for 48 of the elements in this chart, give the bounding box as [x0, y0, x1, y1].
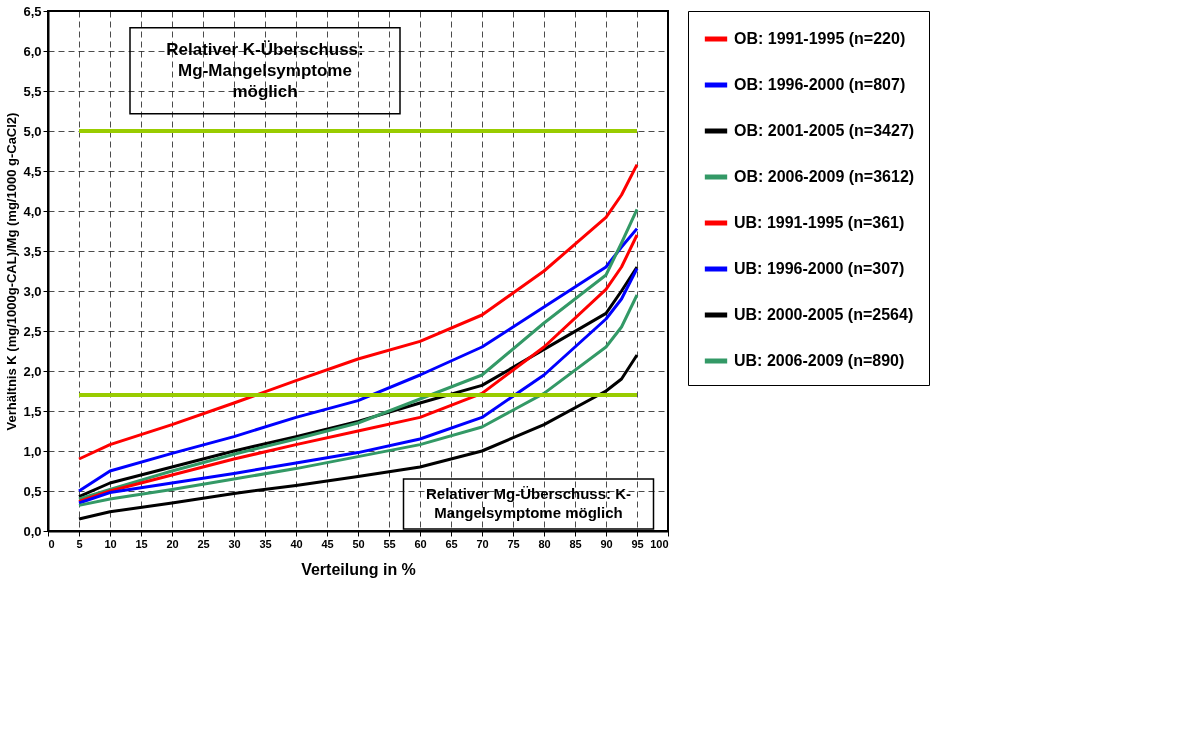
y-tick-label: 5,0 — [23, 123, 42, 139]
x-tick-label: 100 — [650, 537, 669, 550]
x-tick-label: 80 — [538, 537, 551, 550]
x-tick-label: 55 — [383, 537, 396, 550]
y-tick-label: 0,5 — [23, 483, 42, 499]
x-tick-label: 50 — [352, 537, 365, 550]
y-tick-label: 4,5 — [23, 163, 42, 179]
x-tick-label: 65 — [445, 537, 458, 550]
legend-label: OB: 2001-2005 (n=3427) — [734, 122, 915, 139]
x-tick-label: 0 — [48, 537, 55, 550]
x-tick-label: 75 — [507, 537, 520, 550]
legend-label: OB: 2006-2009 (n=3612) — [734, 168, 915, 185]
x-tick-label: 20 — [166, 537, 179, 550]
x-tick-label: 85 — [569, 537, 582, 550]
legend-label: UB: 1996-2000 (n=307) — [734, 260, 905, 277]
y-tick-label: 5,5 — [23, 83, 42, 99]
x-tick-label: 15 — [135, 537, 148, 550]
x-tick-label: 90 — [600, 537, 613, 550]
x-tick-label: 45 — [321, 537, 334, 550]
line-series — [77, 163, 639, 461]
x-axis-title: Verteilung in % — [301, 560, 416, 578]
y-tick-label: 2,5 — [23, 323, 42, 339]
legend-label: UB: 1991-1995 (n=361) — [734, 214, 905, 231]
annotation: Relativer Mg-Überschuss: K- Mangelsymptome möglich — [425, 485, 632, 522]
legend-label: UB: 2006-2009 (n=890) — [734, 352, 905, 369]
y-tick-label: 2,0 — [23, 363, 42, 379]
y-tick-label: 3,0 — [23, 283, 42, 299]
legend-label: OB: 1991-1995 (n=220) — [734, 30, 906, 47]
y-tick-label: 3,5 — [23, 243, 42, 259]
y-axis-title: Verhältnis K (mg/1000g-CAL)/Mg (mg/1000 g-CaCl2) — [4, 112, 20, 431]
x-tick-label: 95 — [631, 537, 644, 550]
x-tick-label: 70 — [476, 537, 489, 550]
x-tick-label: 40 — [290, 537, 303, 550]
legend-label: OB: 1996-2000 (n=807) — [734, 76, 906, 93]
annotation: Relativer K-Überschuss: Mg-Mangelsymptome möglich — [166, 39, 364, 101]
x-tick-label: 10 — [104, 537, 117, 550]
x-tick-label: 5 — [76, 537, 83, 550]
x-tick-label: 25 — [197, 537, 210, 550]
y-tick-label: 6,0 — [23, 43, 42, 59]
y-tick-label: 1,5 — [23, 403, 42, 419]
x-tick-label: 30 — [228, 537, 241, 550]
x-tick-label: 35 — [259, 537, 272, 550]
y-tick-label: 1,0 — [23, 443, 42, 459]
y-tick-label: 4,0 — [23, 203, 42, 219]
y-tick-label: 6,5 — [23, 3, 42, 19]
y-tick-label: 0,0 — [23, 523, 42, 539]
x-tick-label: 60 — [414, 537, 427, 550]
legend-label: UB: 2000-2005 (n=2564) — [734, 306, 914, 323]
